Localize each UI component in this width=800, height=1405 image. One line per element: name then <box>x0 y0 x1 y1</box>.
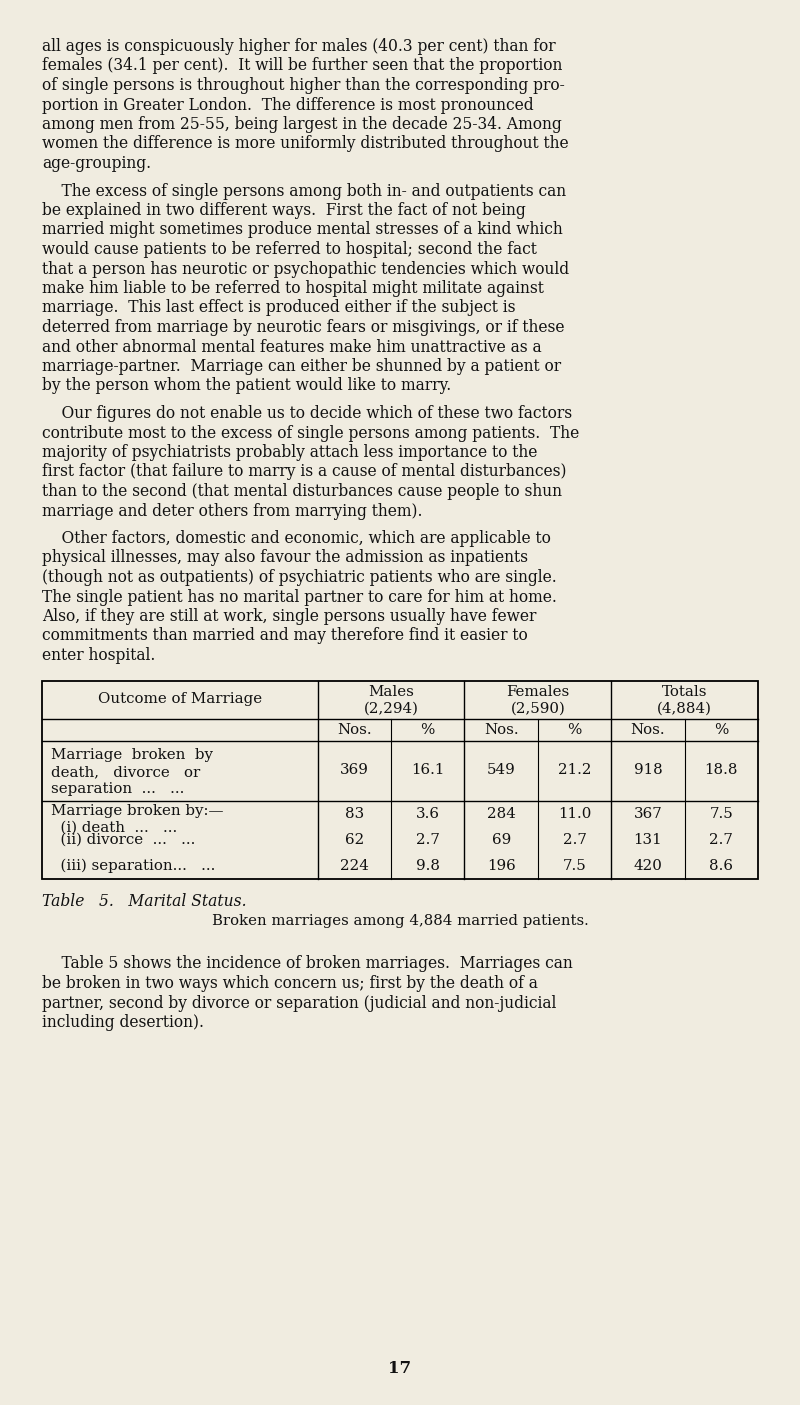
Text: would cause patients to be referred to hospital; second the fact: would cause patients to be referred to h… <box>42 242 537 259</box>
Text: 16.1: 16.1 <box>411 763 445 777</box>
Text: Totals: Totals <box>662 684 707 698</box>
Text: 17: 17 <box>389 1360 411 1377</box>
Text: Nos.: Nos. <box>337 722 372 736</box>
Text: 3.6: 3.6 <box>416 806 440 821</box>
Text: age-grouping.: age-grouping. <box>42 155 151 171</box>
Text: (ii) divorce  ...   ...: (ii) divorce ... ... <box>51 833 195 846</box>
Text: Also, if they are still at work, single persons usually have fewer: Also, if they are still at work, single … <box>42 608 536 625</box>
Text: %: % <box>421 722 435 736</box>
Text: %: % <box>567 722 582 736</box>
Text: (though not as outpatients) of psychiatric patients who are single.: (though not as outpatients) of psychiatr… <box>42 569 557 586</box>
Text: be broken in two ways which concern us; first by the death of a: be broken in two ways which concern us; … <box>42 975 538 992</box>
Text: 11.0: 11.0 <box>558 806 591 821</box>
Text: 369: 369 <box>340 763 369 777</box>
Text: physical illnesses, may also favour the admission as inpatients: physical illnesses, may also favour the … <box>42 549 528 566</box>
Text: 7.5: 7.5 <box>710 806 733 821</box>
Text: 420: 420 <box>634 858 662 873</box>
Text: partner, second by divorce or separation (judicial and non-judicial: partner, second by divorce or separation… <box>42 995 556 1012</box>
Text: Outcome of Marriage: Outcome of Marriage <box>98 693 262 707</box>
Text: including desertion).: including desertion). <box>42 1014 204 1031</box>
Text: 2.7: 2.7 <box>710 833 734 846</box>
Text: 131: 131 <box>634 833 662 846</box>
Text: Table 5 shows the incidence of broken marriages.  Marriages can: Table 5 shows the incidence of broken ma… <box>42 955 573 972</box>
Text: and other abnormal mental features make him unattractive as a: and other abnormal mental features make … <box>42 339 542 355</box>
Text: 18.8: 18.8 <box>705 763 738 777</box>
Text: 549: 549 <box>486 763 515 777</box>
Text: 9.8: 9.8 <box>416 858 440 873</box>
Text: 2.7: 2.7 <box>416 833 440 846</box>
Text: deterred from marriage by neurotic fears or misgivings, or if these: deterred from marriage by neurotic fears… <box>42 319 565 336</box>
Text: 284: 284 <box>486 806 515 821</box>
Text: 2.7: 2.7 <box>562 833 586 846</box>
Text: 8.6: 8.6 <box>710 858 734 873</box>
Text: %: % <box>714 722 729 736</box>
Text: contribute most to the excess of single persons among patients.  The: contribute most to the excess of single … <box>42 424 579 441</box>
Text: first factor (that failure to marry is a cause of mental disturbances): first factor (that failure to marry is a… <box>42 464 566 481</box>
Text: separation  ...   ...: separation ... ... <box>51 783 184 797</box>
Text: Marriage broken by:—: Marriage broken by:— <box>51 804 223 818</box>
Text: make him liable to be referred to hospital might militate against: make him liable to be referred to hospit… <box>42 280 544 296</box>
Text: Table   5.   Marital Status.: Table 5. Marital Status. <box>42 892 246 909</box>
Text: 21.2: 21.2 <box>558 763 591 777</box>
Text: death,   divorce   or: death, divorce or <box>51 764 200 778</box>
Text: Nos.: Nos. <box>630 722 666 736</box>
Text: 62: 62 <box>345 833 364 846</box>
Text: Males: Males <box>368 684 414 698</box>
Text: 224: 224 <box>340 858 369 873</box>
Text: be explained in two different ways.  First the fact of not being: be explained in two different ways. Firs… <box>42 202 526 219</box>
Text: married might sometimes produce mental stresses of a kind which: married might sometimes produce mental s… <box>42 222 562 239</box>
Text: Other factors, domestic and economic, which are applicable to: Other factors, domestic and economic, wh… <box>42 530 551 547</box>
Text: Marriage  broken  by: Marriage broken by <box>51 747 213 762</box>
Text: marriage.  This last effect is produced either if the subject is: marriage. This last effect is produced e… <box>42 299 515 316</box>
Text: 69: 69 <box>491 833 510 846</box>
Text: enter hospital.: enter hospital. <box>42 646 155 665</box>
Text: among men from 25-55, being largest in the decade 25-34. Among: among men from 25-55, being largest in t… <box>42 117 562 133</box>
Text: 196: 196 <box>486 858 515 873</box>
Text: (iii) separation...   ...: (iii) separation... ... <box>51 858 215 873</box>
Text: Our figures do not enable us to decide which of these two factors: Our figures do not enable us to decide w… <box>42 405 572 422</box>
Text: The excess of single persons among both in- and outpatients can: The excess of single persons among both … <box>42 183 566 200</box>
Text: that a person has neurotic or psychopathic tendencies which would: that a person has neurotic or psychopath… <box>42 260 569 278</box>
Text: The single patient has no marital partner to care for him at home.: The single patient has no marital partne… <box>42 589 557 606</box>
Text: (2,294): (2,294) <box>364 701 418 715</box>
Text: commitments than married and may therefore find it easier to: commitments than married and may therefo… <box>42 628 528 645</box>
Text: than to the second (that mental disturbances cause people to shun: than to the second (that mental disturba… <box>42 483 562 500</box>
Text: women the difference is more uniformly distributed throughout the: women the difference is more uniformly d… <box>42 135 569 153</box>
Text: 918: 918 <box>634 763 662 777</box>
Text: of single persons is throughout higher than the corresponding pro-: of single persons is throughout higher t… <box>42 77 565 94</box>
Text: females (34.1 per cent).  It will be further seen that the proportion: females (34.1 per cent). It will be furt… <box>42 58 562 74</box>
Text: by the person whom the patient would like to marry.: by the person whom the patient would lik… <box>42 378 451 395</box>
Text: portion in Greater London.  The difference is most pronounced: portion in Greater London. The differenc… <box>42 97 534 114</box>
Text: marriage and deter others from marrying them).: marriage and deter others from marrying … <box>42 503 422 520</box>
Text: 83: 83 <box>345 806 364 821</box>
Text: (4,884): (4,884) <box>657 701 712 715</box>
Text: (2,590): (2,590) <box>510 701 566 715</box>
Text: all ages is conspicuously higher for males (40.3 per cent) than for: all ages is conspicuously higher for mal… <box>42 38 556 55</box>
Text: 367: 367 <box>634 806 662 821</box>
Text: marriage-partner.  Marriage can either be shunned by a patient or: marriage-partner. Marriage can either be… <box>42 358 561 375</box>
Text: (i) death  ...   ...: (i) death ... ... <box>51 821 178 835</box>
Text: Nos.: Nos. <box>484 722 518 736</box>
Bar <box>42 680 758 878</box>
Text: Females: Females <box>506 684 570 698</box>
Text: Broken marriages among 4,884 married patients.: Broken marriages among 4,884 married pat… <box>212 915 588 927</box>
Text: majority of psychiatrists probably attach less importance to the: majority of psychiatrists probably attac… <box>42 444 538 461</box>
Text: 7.5: 7.5 <box>562 858 586 873</box>
